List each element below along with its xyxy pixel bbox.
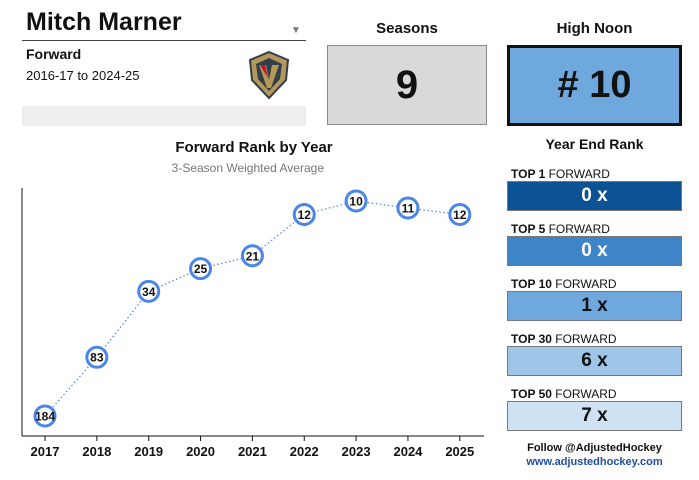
follow-text[interactable]: Follow @AdjustedHockey: [527, 442, 662, 454]
rank-point: [448, 202, 472, 226]
chevron-down-icon[interactable]: ▼: [291, 25, 301, 36]
rank-point: [85, 345, 109, 369]
player-card-band: [22, 106, 306, 126]
rank-label-top-50: TOP 50 FORWARD: [511, 387, 617, 401]
rank-point-label: 34: [142, 285, 156, 299]
x-tick-label: 2022: [290, 444, 319, 459]
rank-box-top-10: 1 x: [507, 291, 682, 321]
x-tick-label: 2017: [31, 444, 60, 459]
x-tick-label: 2023: [342, 444, 371, 459]
rank-point-label: 83: [90, 351, 104, 365]
chart-subtitle: 3-Season Weighted Average: [171, 161, 324, 175]
seasons-range: 2016-17 to 2024-25: [26, 68, 140, 83]
rank-label-top-30: TOP 30 FORWARD: [511, 332, 617, 346]
rank-point: [33, 404, 57, 428]
website-link[interactable]: www.adjustedhockey.com: [526, 456, 663, 468]
rank-point-label: 184: [35, 410, 55, 424]
x-tick-label: 2024: [393, 444, 423, 459]
rank-point-label: 21: [246, 249, 260, 263]
rank-point: [396, 196, 420, 220]
rank-point-label: 12: [298, 208, 312, 222]
rank-box-top-30: 6 x: [507, 346, 682, 376]
rank-point-label: 25: [194, 262, 208, 276]
seasons-value: 9: [327, 45, 487, 125]
player-name: Mitch Marner: [26, 8, 182, 36]
rank-box-top-5: 0 x: [507, 236, 682, 266]
chart-title: Forward Rank by Year: [175, 139, 333, 156]
rank-point: [344, 189, 368, 213]
rank-point: [240, 244, 264, 268]
rank-point-label: 12: [453, 208, 467, 222]
rank-point: [189, 257, 213, 281]
player-position: Forward: [26, 46, 82, 62]
x-tick-label: 2020: [186, 444, 215, 459]
x-tick-label: 2025: [445, 444, 474, 459]
rank-series-line: [44, 200, 460, 417]
seasons-title: Seasons: [376, 20, 438, 37]
year-end-rank-title: Year End Rank: [545, 136, 644, 152]
rank-label-top-5: TOP 5 FORWARD: [511, 222, 610, 236]
rank-label-top-1: TOP 1 FORWARD: [511, 167, 610, 181]
x-tick-label: 2019: [134, 444, 163, 459]
x-tick-label: 2018: [82, 444, 111, 459]
rank-box-top-50: 7 x: [507, 401, 682, 431]
team-logo-icon: [246, 50, 292, 100]
rank-point-label: 10: [349, 195, 363, 209]
player-select-underline: [22, 40, 306, 41]
high-noon-value: # 10: [507, 45, 682, 126]
rank-point-label: 11: [402, 202, 415, 216]
rank-point: [292, 202, 316, 226]
rank-box-top-1: 0 x: [507, 181, 682, 211]
x-tick-label: 2021: [238, 444, 267, 459]
rank-point: [137, 279, 161, 303]
high-noon-title: High Noon: [556, 20, 633, 37]
rank-label-top-10: TOP 10 FORWARD: [511, 277, 617, 291]
